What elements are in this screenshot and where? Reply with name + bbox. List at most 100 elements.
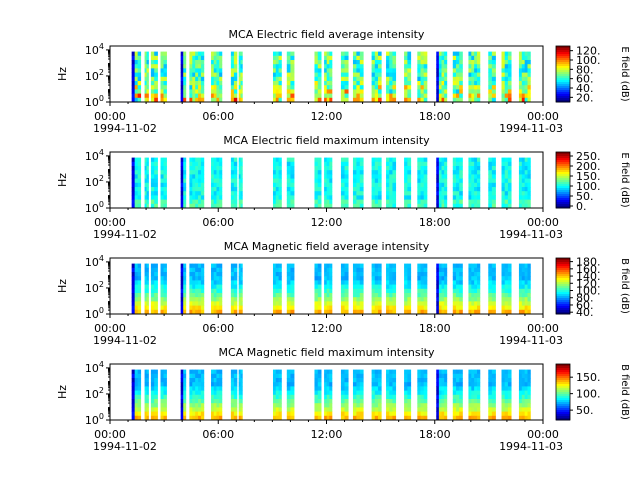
data-segment xyxy=(352,51,364,103)
colorbar-swatch xyxy=(556,50,570,53)
data-segment xyxy=(150,263,158,315)
colorbar-swatch xyxy=(556,380,570,383)
colorbar-swatch xyxy=(556,402,570,405)
y-tick-label: 100 xyxy=(85,306,104,321)
data-segment xyxy=(238,157,243,209)
colorbar-swatch xyxy=(556,206,570,209)
colorbar-swatch xyxy=(556,80,570,83)
colorbar-swatch xyxy=(556,58,570,61)
y-axis-label: Hz xyxy=(56,67,69,81)
data-segment xyxy=(180,369,187,421)
colorbar-swatch xyxy=(556,166,570,169)
colorbar-swatch xyxy=(556,282,570,285)
data-segment xyxy=(501,263,512,315)
x-tick-label: 06:00 xyxy=(202,428,234,441)
colorbar-swatch xyxy=(556,414,570,417)
colorbar-label: E field (dB) xyxy=(619,152,630,207)
data-segment xyxy=(272,263,282,315)
colorbar-swatch xyxy=(556,78,570,81)
colorbar-swatch xyxy=(556,384,570,387)
colorbar-swatch xyxy=(556,406,570,409)
data-segment xyxy=(371,51,382,103)
colorbar-tick-label: 60. xyxy=(576,73,594,86)
data-segment xyxy=(340,369,349,421)
y-tick-base: 10 xyxy=(85,44,99,57)
colorbar-frame xyxy=(555,257,571,315)
x-tick-label: 18:00 xyxy=(419,216,451,229)
colorbar-swatch xyxy=(556,394,570,397)
colorbar-swatch xyxy=(556,172,570,175)
colorbar-tick-label: 100. xyxy=(576,388,601,401)
data-segment xyxy=(324,157,333,209)
colorbar-swatch xyxy=(556,274,570,277)
colorbar-swatch xyxy=(556,76,570,79)
y-tick-label: 100 xyxy=(85,94,104,109)
colorbar-swatch xyxy=(556,370,570,373)
data-segment xyxy=(371,157,382,209)
data-segment xyxy=(386,157,397,209)
data-segment xyxy=(131,263,142,315)
chart-panel: MCA Magnetic field average intensity 00:0… xyxy=(56,240,630,347)
x-tick-label: 00:00 xyxy=(94,110,126,123)
colorbar-tick-label: 100. xyxy=(576,54,601,67)
x-tick-label: 00:00 xyxy=(527,322,559,335)
data-segment xyxy=(211,51,223,103)
y-tick-exponent: 0 xyxy=(99,200,104,209)
data-segment xyxy=(238,51,243,103)
colorbar-swatch xyxy=(556,400,570,403)
data-segment xyxy=(272,369,282,421)
colorbar-swatch xyxy=(556,294,570,297)
colorbar-swatch xyxy=(556,154,570,157)
data-segment xyxy=(488,369,496,421)
colorbar-swatch xyxy=(556,382,570,385)
data-segment xyxy=(211,369,223,421)
x-tick-label: 06:00 xyxy=(202,322,234,335)
data-segment xyxy=(286,369,295,421)
colorbar-tick-label: 200. xyxy=(576,160,601,173)
colorbar-swatch xyxy=(556,286,570,289)
y-tick-base: 10 xyxy=(85,414,99,427)
colorbar-swatch xyxy=(556,366,570,369)
y-tick-base: 10 xyxy=(85,176,99,189)
colorbar-tick-label: 80. xyxy=(576,292,594,305)
data-segment xyxy=(211,263,223,315)
colorbar-swatch xyxy=(556,308,570,311)
colorbar-swatch xyxy=(556,396,570,399)
x-tick-label: 18:00 xyxy=(419,428,451,441)
data-segment xyxy=(371,263,382,315)
colorbar-swatch xyxy=(556,296,570,299)
data-segment xyxy=(180,263,187,315)
data-segment xyxy=(501,157,512,209)
colorbar-swatch xyxy=(556,176,570,179)
colorbar-swatch xyxy=(556,54,570,57)
data-segment xyxy=(324,369,333,421)
data-segment xyxy=(468,369,481,421)
data-segment xyxy=(189,51,205,103)
colorbar-tick-label: 80. xyxy=(576,63,594,76)
x-tick-label: 12:00 xyxy=(311,110,343,123)
y-tick-base: 10 xyxy=(85,202,99,215)
colorbar-swatch xyxy=(556,298,570,301)
x-tick-label: 00:00 xyxy=(527,428,559,441)
data-segment xyxy=(436,157,448,209)
colorbar-swatch xyxy=(556,88,570,91)
colorbar-swatch xyxy=(556,304,570,307)
data-segment xyxy=(314,369,322,421)
y-tick-exponent: 4 xyxy=(99,360,104,369)
data-segment xyxy=(417,369,428,421)
chart-panel: MCA Electric field average intensity 00:0… xyxy=(56,28,630,135)
colorbar-tick-label: 150. xyxy=(576,170,601,183)
colorbar-swatch xyxy=(556,84,570,87)
colorbar-swatch xyxy=(556,48,570,51)
data-segment xyxy=(386,369,397,421)
x-date-right: 1994-11-03 xyxy=(499,334,563,347)
colorbar-swatch xyxy=(556,262,570,265)
chart-title: MCA Electric field maximum intensity xyxy=(223,134,430,147)
data-segment xyxy=(314,157,322,209)
colorbar-swatch xyxy=(556,302,570,305)
colorbar-frame xyxy=(555,45,571,103)
data-segment xyxy=(286,51,295,103)
y-tick-base: 10 xyxy=(85,308,99,321)
colorbar-swatch xyxy=(556,202,570,205)
data-segment xyxy=(417,51,428,103)
